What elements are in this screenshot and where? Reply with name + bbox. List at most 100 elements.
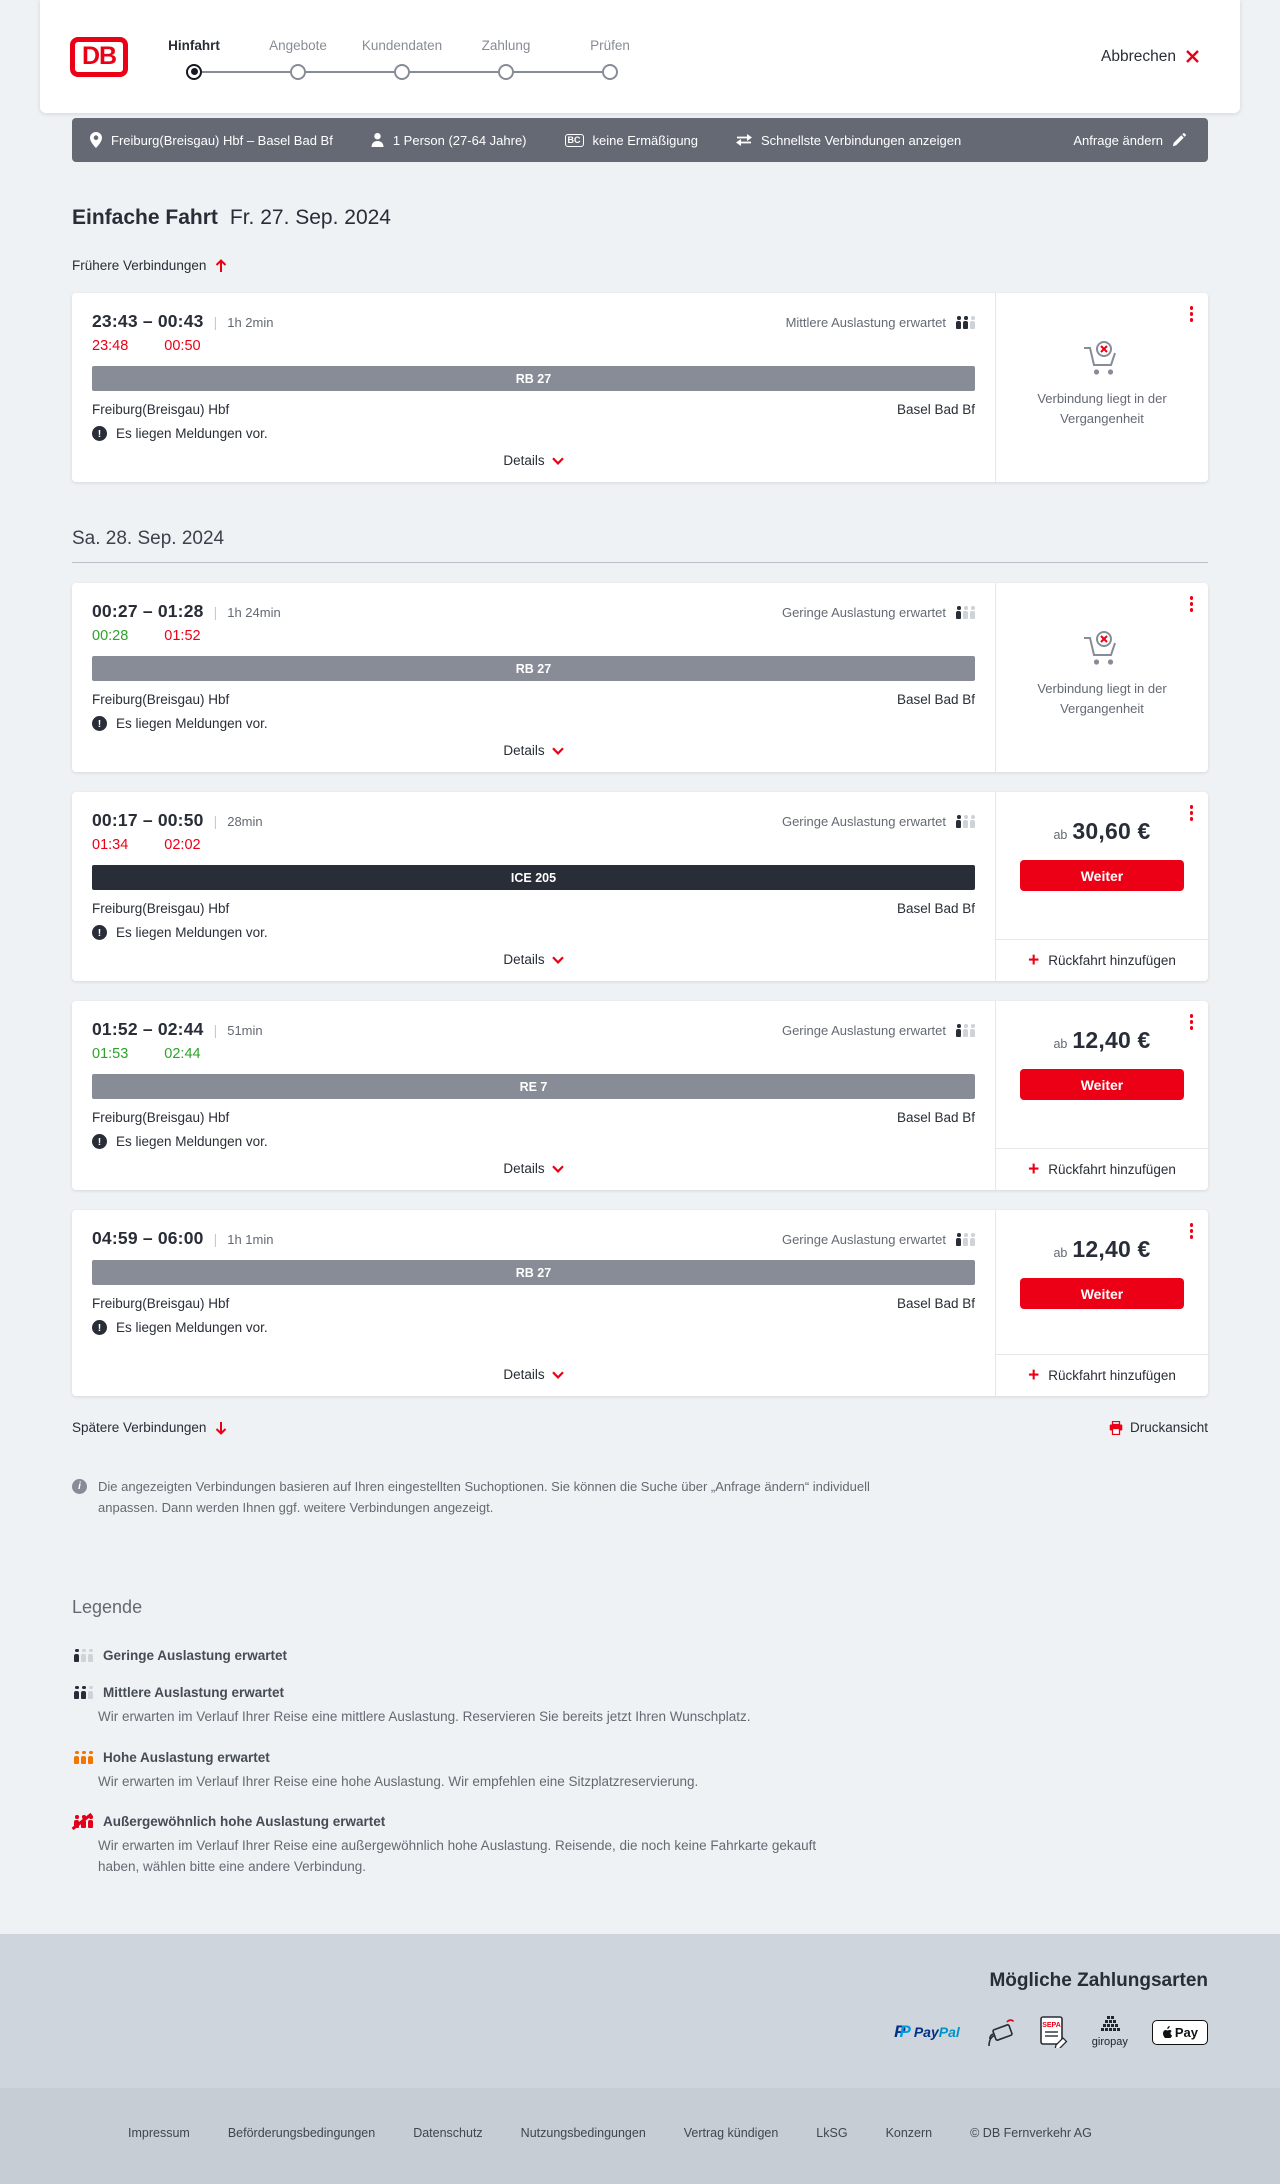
page-footer: Impressum Beförderungsbedingungen Datensch… <box>0 2088 1280 2184</box>
step-label: Zahlung <box>481 37 531 53</box>
messages-notice-text: Es liegen Meldungen vor. <box>116 1320 268 1335</box>
step-label: Kundendaten <box>361 37 443 53</box>
footer-link-bef-rderungsbedingungen[interactable]: Beförderungsbedingungen <box>227 2126 376 2141</box>
messages-notice-text: Es liegen Meldungen vor. <box>116 925 268 940</box>
fastest-connections-label: Schnellste Verbindungen anzeigen <box>761 132 962 148</box>
occupancy-label: Geringe Auslastung erwartet <box>781 605 946 620</box>
continue-button[interactable]: Weiter <box>1020 1069 1184 1100</box>
search-summary-bar: Freiburg(Breisgau) Hbf – Basel Bad Bf 1 … <box>72 118 1208 162</box>
step-kundendaten[interactable]: Kundendaten <box>362 38 498 80</box>
change-request-button[interactable]: Anfrage ändern <box>1073 133 1186 148</box>
kebab-menu-button[interactable] <box>1187 802 1197 824</box>
details-toggle[interactable]: Details <box>92 1355 975 1382</box>
continue-button[interactable]: Weiter <box>1020 1278 1184 1309</box>
earlier-connections-link[interactable]: Frühere Verbindungen <box>72 258 228 273</box>
payments-title: Mögliche Zahlungsarten <box>989 1970 1208 1992</box>
details-label: Details <box>503 1367 545 1382</box>
later-connections-label: Spätere Verbindungen <box>72 1420 207 1435</box>
arrow-down-icon <box>216 1421 227 1435</box>
page-title: Einfache Fahrt Fr. 27. Sep. 2024 <box>72 206 1208 230</box>
realtime-ontime-time: 00:28 <box>92 628 129 644</box>
change-request-label: Anfrage ändern <box>1073 132 1163 148</box>
add-return-button[interactable]: Rückfahrt hinzufügen <box>996 939 1208 981</box>
occupancy-indicator: Geringe Auslastung erwartet <box>782 1023 975 1038</box>
continue-button[interactable]: Weiter <box>1020 860 1184 891</box>
bahncard-icon: BC <box>564 133 584 147</box>
legend-item-description: Wir erwarten im Verlauf Ihrer Reise eine… <box>98 1773 699 1789</box>
price-prefix: ab <box>1053 828 1068 842</box>
connection-duration: 1h 2min <box>227 315 274 330</box>
occupancy-indicator: Mittlere Auslastung erwartet <box>786 315 975 330</box>
step-hinfahrt[interactable]: Hinfahrt <box>168 38 290 80</box>
messages-notice-text: Es liegen Meldungen vor. <box>116 426 268 441</box>
alert-icon <box>92 925 107 940</box>
later-connections-link[interactable]: Spätere Verbindungen <box>72 1420 228 1435</box>
footer-links: Impressum Beförderungsbedingungen Datensch… <box>72 2126 1208 2140</box>
step-angebote[interactable]: Angebote <box>269 38 394 80</box>
db-logo[interactable]: DB <box>70 36 128 77</box>
step-circle <box>602 63 618 80</box>
price-value: 12,40 € <box>1072 1027 1151 1053</box>
arrow-up-icon <box>216 258 227 272</box>
cancel-button[interactable]: Abbrechen <box>1095 47 1206 67</box>
step-zahlung[interactable]: Zahlung <box>482 38 602 80</box>
footer-link-impressum[interactable]: Impressum <box>128 2126 190 2141</box>
cancel-label: Abbrechen <box>1101 47 1176 65</box>
connection-times: 23:43 – 00:43 <box>92 311 204 331</box>
booking-panel: Verbindung liegt in der Vergangenheit <box>995 293 1208 482</box>
footer-link-nutzungsbedingungen[interactable]: Nutzungsbedingungen <box>520 2126 646 2141</box>
payments-section: Mögliche Zahlungsarten PP PayPal SEPA girop… <box>0 1934 1280 2089</box>
legend-title: Legende <box>72 1596 143 1617</box>
legend-item: Geringe Auslastung erwartet <box>72 1648 1208 1663</box>
kebab-menu-button[interactable] <box>1187 1220 1197 1242</box>
occupancy-icon <box>954 606 975 619</box>
connection-times: 04:59 – 06:00 <box>92 1228 204 1248</box>
price-panel: ab 12,40 € Weiter <box>996 1001 1208 1148</box>
footer-link-konzern[interactable]: Konzern <box>885 2126 933 2141</box>
fastest-connections-toggle[interactable]: Schnellste Verbindungen anzeigen <box>736 133 961 148</box>
step-prüfen[interactable]: Prüfen <box>590 38 630 80</box>
connection-details: 01:52 – 02:44 | 51min Geringe Auslastung… <box>72 1001 995 1190</box>
kebab-menu-button[interactable] <box>1187 303 1197 325</box>
printer-icon <box>1109 1420 1123 1435</box>
credit-card-icon <box>984 2016 1016 2048</box>
alert-icon <box>92 1134 107 1149</box>
step-label: Hinfahrt <box>168 37 220 53</box>
legend-item-label: Hohe Auslastung erwartet <box>103 1749 270 1765</box>
step-circle <box>394 63 410 80</box>
footer-link-vertrag-k-ndigen[interactable]: Vertrag kündigen <box>683 2126 779 2141</box>
occupancy-icon <box>72 1648 93 1662</box>
close-icon <box>1186 50 1199 63</box>
plus-icon <box>1028 1366 1039 1385</box>
occupancy-indicator: Geringe Auslastung erwartet <box>782 1232 975 1247</box>
giropay-label: giropay <box>1091 2036 1128 2049</box>
train-bar: RB 27 <box>92 1260 975 1285</box>
departure-station: Freiburg(Breisgau) Hbf <box>92 1110 230 1125</box>
price-prefix: ab <box>1053 1246 1068 1260</box>
connection-duration: 28min <box>227 814 263 829</box>
add-return-label: Rückfahrt hinzufügen <box>1048 1368 1176 1383</box>
connection-details: 00:27 – 01:28 | 1h 24min Geringe Auslast… <box>72 583 995 772</box>
details-toggle[interactable]: Details <box>92 940 975 967</box>
later-bar: Spätere Verbindungen Druckansicht <box>72 1420 1208 1435</box>
payment-kreditkarte <box>984 2016 1016 2048</box>
route-label: Freiburg(Breisgau) Hbf – Basel Bad Bf <box>111 132 333 148</box>
legend-item-label: Außergewöhnlich hohe Auslastung erwartet <box>103 1814 386 1830</box>
details-toggle[interactable]: Details <box>92 1149 975 1176</box>
connection-details: 00:17 – 00:50 | 28min Geringe Auslastung… <box>72 792 995 981</box>
kebab-menu-button[interactable] <box>1187 593 1197 615</box>
add-return-button[interactable]: Rückfahrt hinzufügen <box>996 1148 1208 1190</box>
chevron-down-icon <box>551 456 564 465</box>
footer-link-lksg[interactable]: LkSG <box>816 2126 848 2141</box>
plus-icon <box>1028 951 1039 970</box>
details-label: Details <box>503 952 545 967</box>
train-bar: RE 7 <box>92 1074 975 1099</box>
print-view-link[interactable]: Druckansicht <box>1109 1420 1208 1435</box>
add-return-button[interactable]: Rückfahrt hinzufügen <box>996 1354 1208 1396</box>
footer-link-datenschutz[interactable]: Datenschutz <box>413 2126 483 2141</box>
details-toggle[interactable]: Details <box>92 441 975 468</box>
kebab-menu-button[interactable] <box>1187 1011 1197 1033</box>
details-toggle[interactable]: Details <box>92 731 975 758</box>
price-prefix: ab <box>1053 1037 1068 1051</box>
booking-panel: Verbindung liegt in der Vergangenheit <box>995 583 1208 772</box>
